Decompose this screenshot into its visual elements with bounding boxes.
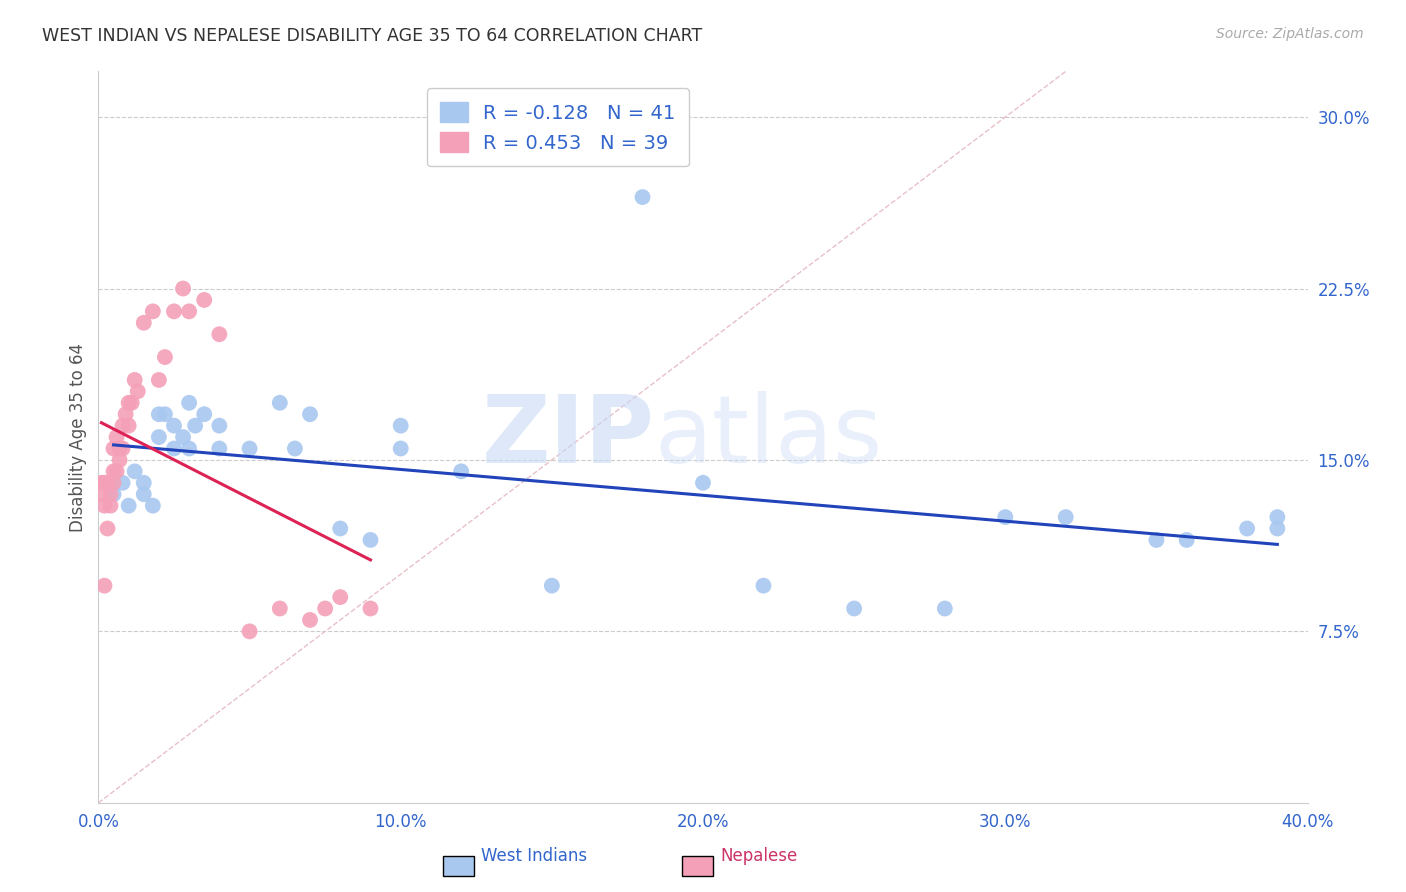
Point [172,430,194,444]
Point [153,350,176,364]
Point [329,521,352,535]
Point [1236,521,1258,535]
Point [269,601,291,615]
Point [118,418,141,433]
Point [127,384,149,399]
Point [132,316,155,330]
Point [269,396,291,410]
Point [148,430,170,444]
Point [90,487,112,501]
Text: WEST INDIAN VS NEPALESE DISABILITY AGE 35 TO 64 CORRELATION CHART: WEST INDIAN VS NEPALESE DISABILITY AGE 3… [42,27,703,45]
Point [299,613,322,627]
Point [111,418,134,433]
Point [132,475,155,490]
Point [631,190,654,204]
Point [844,601,866,615]
Point [163,442,186,456]
Point [121,396,143,410]
Point [450,464,472,478]
Point [193,407,215,421]
Point [239,442,262,456]
Point [1054,510,1077,524]
Text: Nepalese: Nepalese [721,847,797,865]
Point [208,327,231,342]
Point [114,407,136,421]
Point [360,601,382,615]
Point [179,396,201,410]
Point [148,407,170,421]
Text: West Indians: West Indians [481,847,588,865]
Point [284,442,307,456]
Point [93,499,115,513]
Point [105,430,128,444]
Point [692,475,714,490]
Point [208,442,231,456]
Legend: R = -0.128   N = 41, R = 0.453   N = 39: R = -0.128 N = 41, R = 0.453 N = 39 [427,88,689,167]
Point [103,442,125,456]
Point [172,281,194,295]
Point [118,499,141,513]
Point [994,510,1017,524]
Point [193,293,215,307]
Point [93,475,115,490]
Point [934,601,956,615]
Point [105,464,128,478]
Point [111,475,134,490]
Point [108,442,131,456]
Point [540,579,562,593]
Point [142,499,165,513]
Point [100,487,122,501]
Text: atlas: atlas [655,391,883,483]
Point [100,499,122,513]
Point [179,442,201,456]
Point [103,487,125,501]
Point [118,396,141,410]
Point [389,418,412,433]
Point [208,418,231,433]
Point [184,418,207,433]
Point [90,475,112,490]
Point [329,590,352,604]
Point [389,442,412,456]
Point [96,475,118,490]
Point [1267,521,1289,535]
Point [108,453,131,467]
Point [314,601,336,615]
Point [360,533,382,547]
Text: Source: ZipAtlas.com: Source: ZipAtlas.com [1216,27,1364,41]
Point [239,624,262,639]
Point [103,475,125,490]
Point [124,464,146,478]
Point [153,407,176,421]
Point [1175,533,1198,547]
Point [148,373,170,387]
Point [163,418,186,433]
Point [103,464,125,478]
Point [752,579,775,593]
Point [124,373,146,387]
Point [179,304,201,318]
Text: ZIP: ZIP [482,391,655,483]
Point [1144,533,1167,547]
Point [132,487,155,501]
Y-axis label: Disability Age 35 to 64: Disability Age 35 to 64 [69,343,87,532]
Point [142,304,165,318]
Point [111,442,134,456]
Point [1267,510,1289,524]
Point [93,579,115,593]
Point [163,304,186,318]
Point [299,407,322,421]
Point [96,521,118,535]
